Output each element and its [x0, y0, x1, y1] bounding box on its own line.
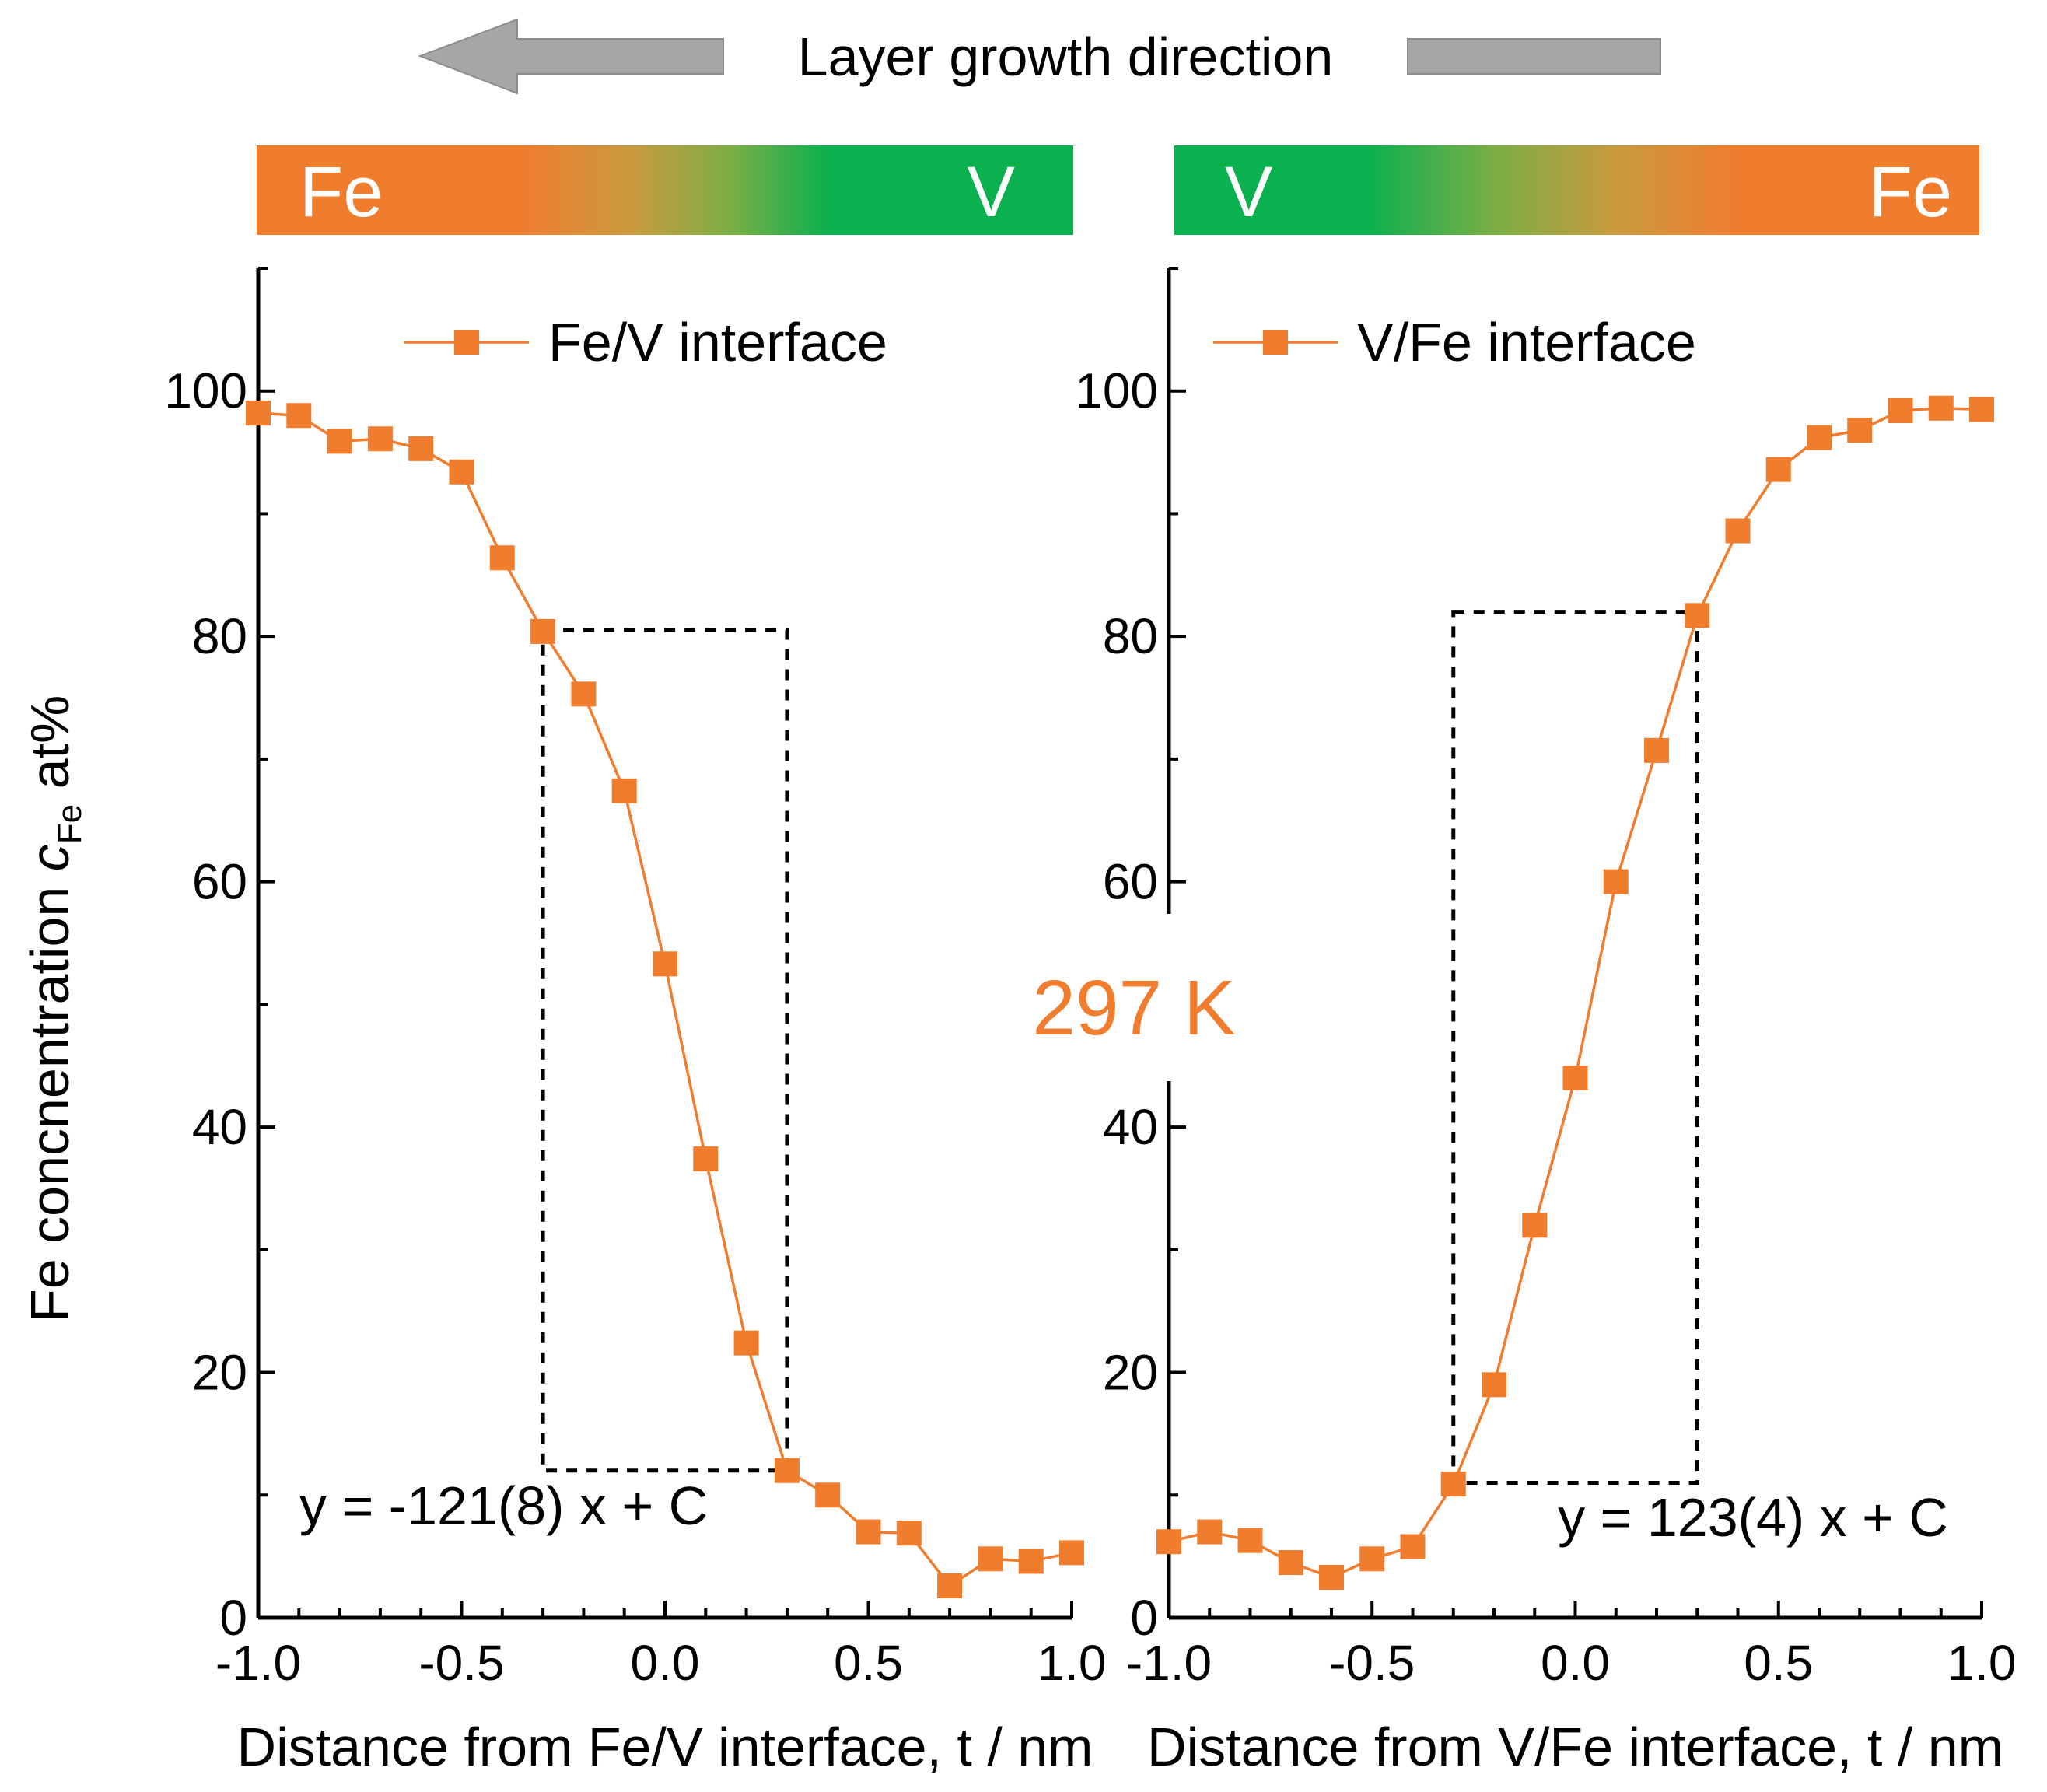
data-point	[571, 681, 597, 707]
x-tick-label: -0.5	[418, 1635, 504, 1691]
growth-direction-header: Layer growth direction	[418, 18, 1661, 95]
data-point	[1278, 1550, 1303, 1576]
y-tick-label: 0	[1130, 1590, 1158, 1646]
legend-label: V/Fe interface	[1357, 312, 1696, 373]
data-point	[1888, 397, 1913, 423]
x-tick-label: 1.0	[1947, 1635, 2017, 1691]
data-point	[1440, 1472, 1466, 1497]
growth-arrow-left-icon	[418, 18, 724, 95]
x-tick-label: -1.0	[215, 1635, 301, 1691]
data-point	[1562, 1066, 1588, 1090]
x-tick-label: 1.0	[1037, 1635, 1107, 1691]
temperature-label: 297 K	[1032, 964, 1235, 1052]
composition-bar-fe-v-left-label: Fe	[299, 152, 383, 232]
data-point	[1400, 1534, 1426, 1559]
data-point	[815, 1482, 841, 1508]
data-point	[489, 545, 515, 571]
fit-range-box	[1451, 610, 1699, 1485]
data-point	[733, 1330, 759, 1356]
chart-panel-v-fe: 0 20 40 60 80 100 -1.0 -0.5 0.0 0.5 1.0 Distance fr…	[1075, 267, 2017, 1777]
data-point	[530, 618, 556, 644]
composition-bar-v-fe-right-label: Fe	[1869, 152, 1952, 232]
temperature-label-background	[1011, 914, 1268, 1081]
data-point	[693, 1146, 719, 1172]
data-point	[1482, 1372, 1506, 1398]
data-point	[286, 403, 312, 429]
data-point	[327, 429, 352, 454]
data-point	[774, 1458, 800, 1483]
data-point	[937, 1573, 963, 1598]
data-point	[1725, 518, 1751, 544]
y-tick-label: 60	[192, 854, 247, 910]
growth-bar-right-icon	[1407, 38, 1661, 75]
y-tick-label: 20	[192, 1345, 247, 1401]
fit-equation: y = -121(8) x + C	[299, 1475, 708, 1536]
fit-equation: y = 123(4) x + C	[1558, 1487, 1948, 1548]
legend-label: Fe/V interface	[548, 312, 887, 373]
data-point	[1237, 1528, 1263, 1553]
data-point	[1928, 395, 1954, 421]
y-tick-label: 100	[1075, 363, 1158, 419]
data-point	[1644, 737, 1669, 763]
data-point	[896, 1521, 922, 1546]
x-axis-label: Distance from Fe/V interface, t / nm	[237, 1717, 1093, 1777]
data-point	[1765, 457, 1791, 482]
composition-bar-v-fe: V Fe	[1174, 145, 1979, 235]
data-point	[611, 778, 637, 803]
y-tick-label: 40	[1103, 1099, 1158, 1155]
data-point	[1807, 425, 1832, 450]
composition-bar-v-fe-fill	[1174, 145, 1979, 235]
y-tick-label: 80	[192, 608, 247, 664]
data-point	[1685, 603, 1710, 628]
series-line	[1168, 407, 1982, 1579]
composition-bar-fe-v: Fe V	[257, 145, 1073, 235]
x-tick-label: 0.0	[1541, 1635, 1610, 1691]
data-point	[653, 951, 677, 977]
data-point	[1319, 1564, 1344, 1590]
data-point	[1197, 1519, 1223, 1545]
y-tick-label: 40	[192, 1099, 247, 1155]
x-tick-label: 0.5	[1744, 1635, 1813, 1691]
composition-bar-fe-v-right-label: V	[968, 152, 1015, 232]
data-point	[367, 426, 393, 452]
data-point	[1522, 1213, 1548, 1238]
data-point	[1969, 397, 1994, 422]
legend-marker	[1263, 330, 1288, 355]
y-tick-label: 0	[219, 1590, 247, 1646]
data-point	[978, 1546, 1003, 1572]
data-point	[408, 436, 434, 461]
y-tick-label: 60	[1103, 854, 1158, 910]
x-tick-label: 0.5	[834, 1635, 903, 1691]
y-tick-label: 80	[1103, 608, 1158, 664]
data-point	[1359, 1546, 1385, 1572]
x-axis-label: Distance from V/Fe interface, t / nm	[1147, 1717, 2003, 1777]
data-point	[1603, 869, 1629, 894]
x-tick-label: 0.0	[631, 1635, 700, 1691]
fit-range-box	[541, 628, 789, 1473]
growth-direction-label: Layer growth direction	[798, 26, 1334, 87]
composition-bar-fe-v-fill	[257, 145, 1073, 235]
series-line	[257, 411, 1072, 1588]
data-point	[856, 1519, 881, 1545]
data-point	[1018, 1549, 1044, 1574]
data-point	[1847, 418, 1873, 443]
x-tick-label: -1.0	[1126, 1635, 1212, 1691]
legend-marker	[454, 330, 479, 355]
composition-bar-v-fe-left-label: V	[1225, 152, 1272, 232]
y-tick-label: 100	[164, 363, 247, 419]
data-point	[1156, 1529, 1181, 1555]
data-point	[246, 401, 271, 426]
x-tick-label: -0.5	[1329, 1635, 1415, 1691]
data-point	[449, 459, 474, 485]
data-point	[1059, 1540, 1084, 1566]
chart-panel-fe-v: 0 20 40 60 80 100 -1.0 -0.5 0.0 0.5 1.0 Distance fr…	[19, 267, 1107, 1777]
y-axis-label: Fe concnentration cFe at%	[19, 695, 89, 1322]
y-tick-label: 20	[1103, 1345, 1158, 1401]
